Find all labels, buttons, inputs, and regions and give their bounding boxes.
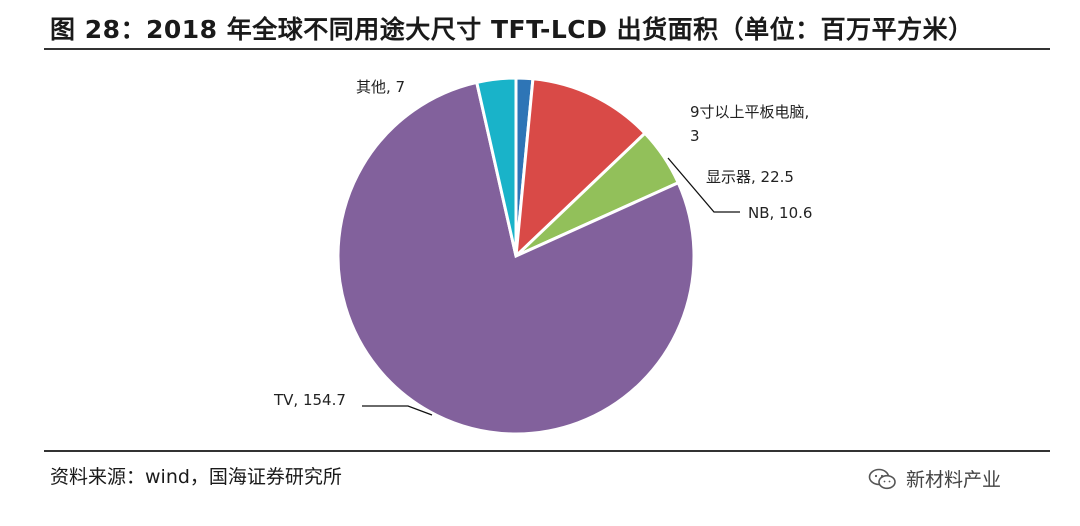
data-label: 其他, 7	[356, 78, 405, 96]
watermark: 新材料产业	[868, 465, 1001, 492]
data-label: 显示器, 22.5	[706, 168, 794, 186]
pie-slice-TV	[336, 80, 696, 436]
pie-slice-其他	[474, 76, 518, 257]
watermark-text: 新材料产业	[906, 469, 1002, 491]
data-label: TV, 154.7	[273, 391, 346, 409]
leader-line	[362, 405, 433, 416]
chart-title: 图 28：2018 年全球不同用途大尺寸 TFT-LCD 出货面积（单位：百万平…	[50, 15, 974, 44]
bottom-divider	[44, 450, 1050, 452]
data-label: 9寸以上平板电脑,	[690, 103, 809, 121]
top-divider	[44, 48, 1050, 50]
data-label: 3	[690, 127, 700, 145]
source-note: 资料来源：wind，国海证券研究所	[50, 466, 342, 488]
data-label: NB, 10.6	[748, 204, 812, 222]
pie-slice-显示器	[514, 77, 648, 260]
leader-line	[667, 157, 740, 213]
wechat-icon	[868, 468, 896, 489]
